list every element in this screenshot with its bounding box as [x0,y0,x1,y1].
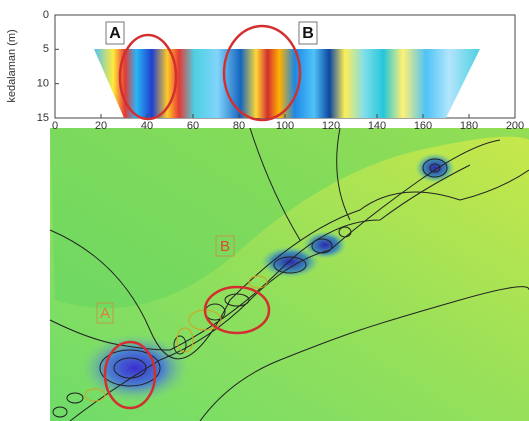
x-tick-label: 0 [52,120,58,132]
highlight-circle [222,24,302,122]
x-tick-label: 60 [187,120,199,132]
contour-fill [50,128,529,309]
x-tick-label: 180 [460,120,478,132]
section-panel: kedalaman (m) 0 20 40 60 80 100 120 140 160 180 20… [6,9,524,132]
x-tick-label: 80 [233,120,245,132]
label-box [96,302,114,324]
y-tick-label: 10 [37,78,49,90]
label-box [215,235,235,257]
annotation-box [298,21,318,45]
y-tick-label: 0 [43,9,49,21]
anomaly [415,153,455,183]
highlight-circle [118,33,178,121]
x-tick-label: 100 [276,120,294,132]
map-label: A [100,305,110,322]
map-panel: A B [49,127,529,421]
y-tick-label: 5 [43,43,49,55]
annotation-box [105,21,125,45]
x-tick-label: 120 [322,120,340,132]
highlight-circle [203,285,271,335]
y-axis-label: kedalaman (m) [6,29,18,102]
section-data [94,49,480,118]
x-tick-label: 200 [506,120,524,132]
x-tick-label: 20 [95,120,107,132]
anomaly [303,231,347,259]
y-tick-label: 15 [37,112,49,124]
x-tick-label: 140 [368,120,386,132]
annotation: B [302,25,314,42]
anomaly [260,246,320,278]
x-tick-label: 40 [141,120,153,132]
x-tick-label: 160 [414,120,432,132]
annotation: A [109,25,121,42]
highlight-circle [103,340,157,410]
map-label: B [220,238,230,255]
